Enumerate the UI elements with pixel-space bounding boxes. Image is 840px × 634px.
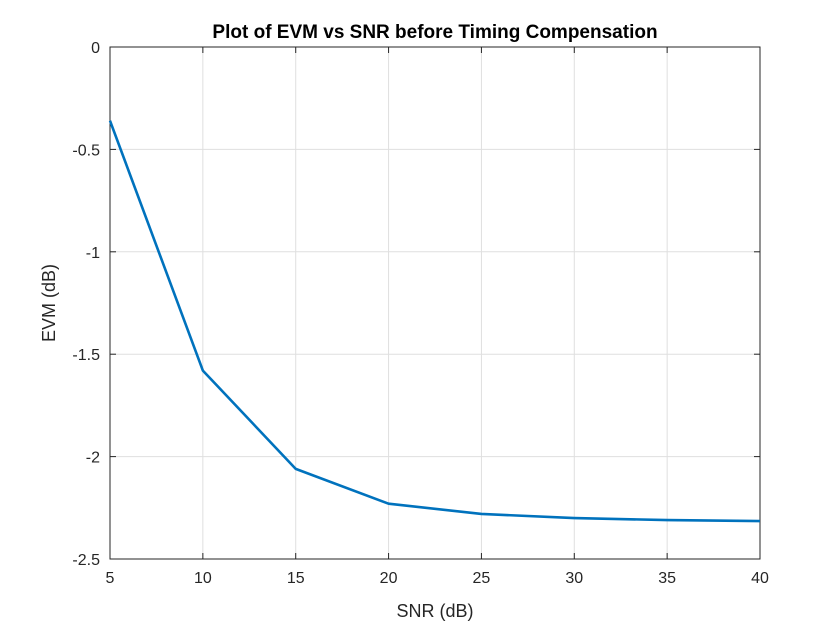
x-tick-label: 40 xyxy=(751,570,769,587)
y-tick-label: -2 xyxy=(86,450,100,467)
y-tick-label: -1 xyxy=(86,245,100,262)
y-tick-label: -1.5 xyxy=(72,347,100,364)
x-axis-label: SNR (dB) xyxy=(396,601,473,621)
x-tick-label: 5 xyxy=(106,570,115,587)
y-tick-label: -0.5 xyxy=(72,142,100,159)
chart-title: Plot of EVM vs SNR before Timing Compens… xyxy=(212,22,657,43)
x-tick-label: 35 xyxy=(658,570,676,587)
y-tick-label: 0 xyxy=(91,40,100,57)
y-axis-label: EVM (dB) xyxy=(39,264,59,342)
y-tick-label: -2.5 xyxy=(72,552,100,569)
x-tick-label: 10 xyxy=(194,570,212,587)
x-tick-label: 20 xyxy=(380,570,398,587)
x-tick-label: 15 xyxy=(287,570,305,587)
x-tick-label: 30 xyxy=(565,570,583,587)
x-tick-label: 25 xyxy=(473,570,491,587)
